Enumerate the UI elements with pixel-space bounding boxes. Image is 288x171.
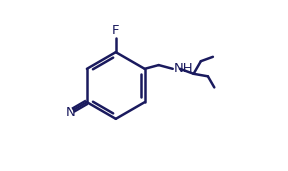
Text: F: F xyxy=(112,24,120,37)
Text: NH: NH xyxy=(173,62,193,75)
Text: N: N xyxy=(65,106,75,119)
